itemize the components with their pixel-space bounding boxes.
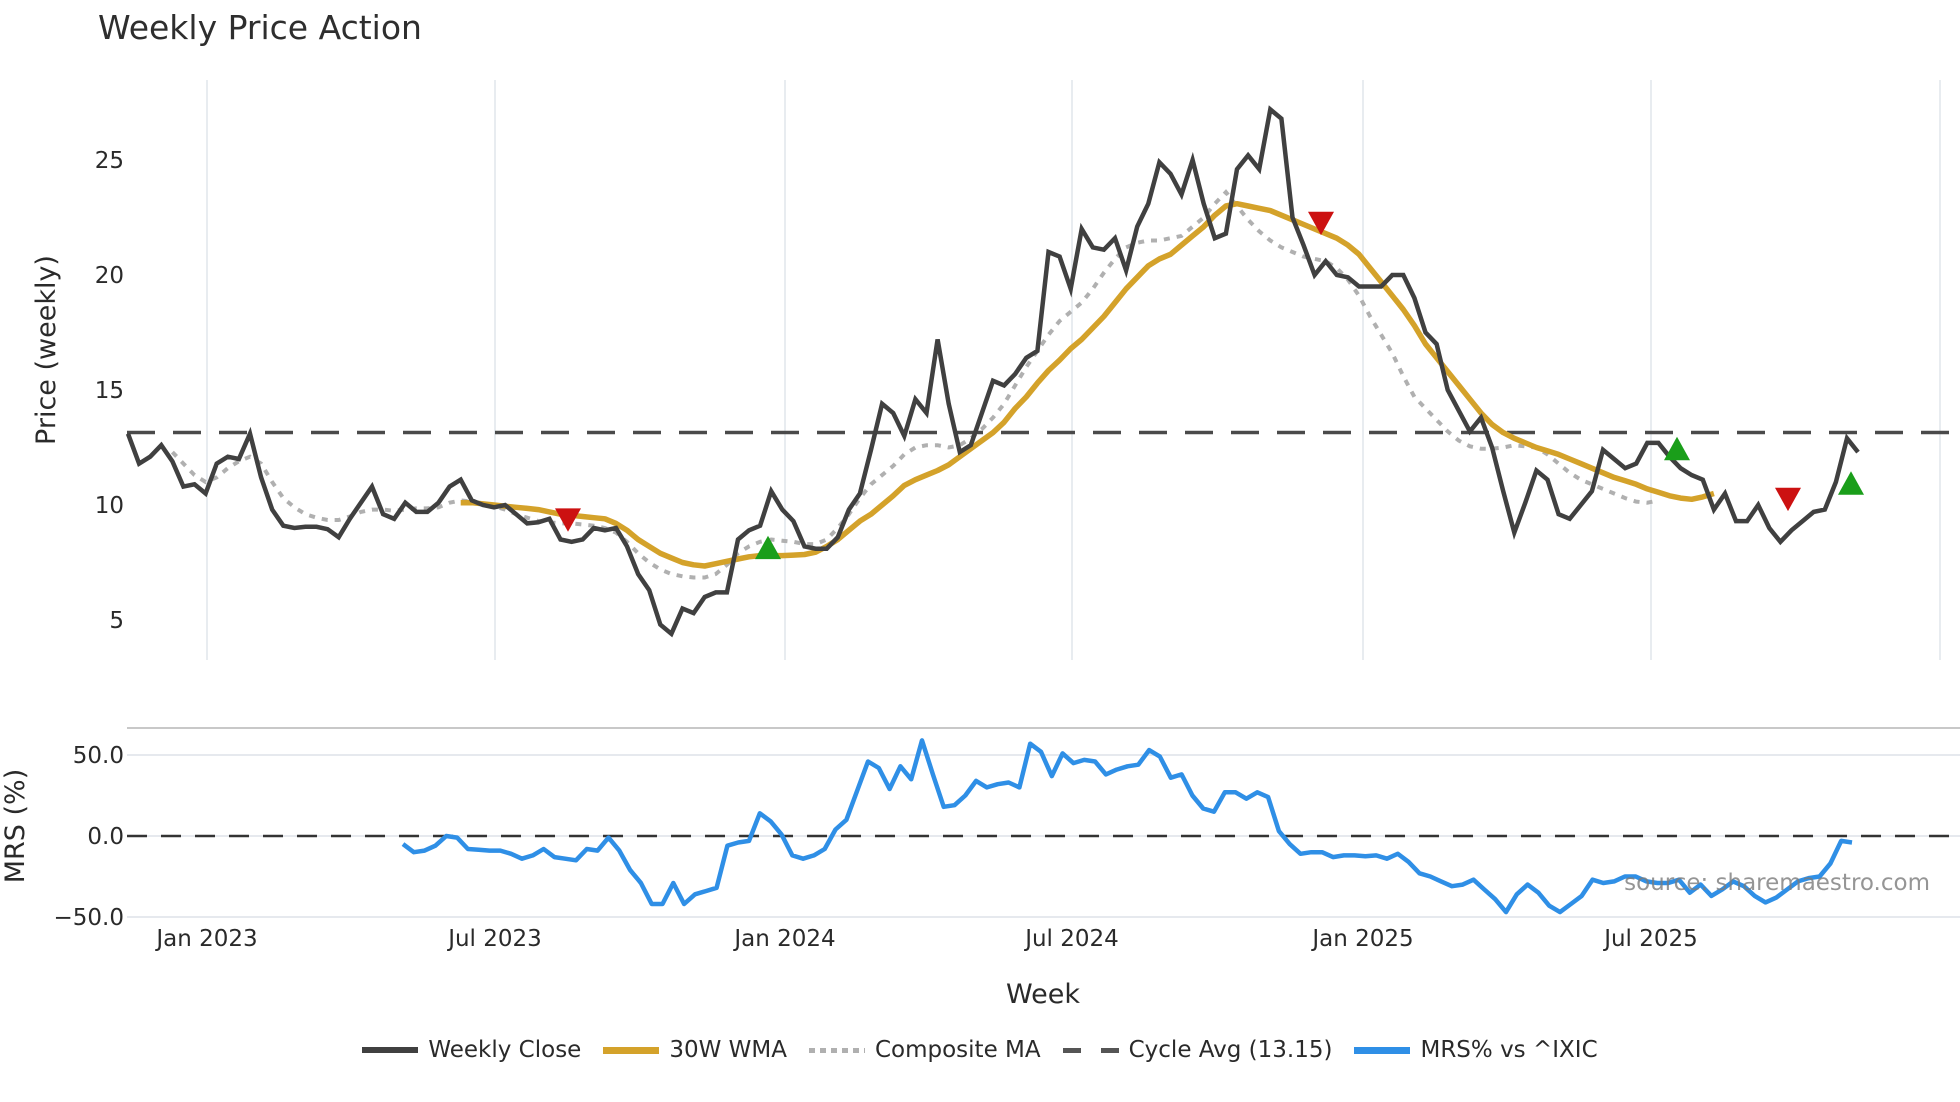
weekly-close-swatch-icon	[362, 1047, 419, 1053]
mrs-line	[401, 738, 1853, 915]
cycle-avg-swatch-icon	[1062, 1047, 1119, 1053]
legend-label: MRS% vs ^IXIC	[1420, 1037, 1598, 1063]
x-axis-title: Week	[1006, 979, 1080, 1010]
price-y-tick: 5	[109, 608, 124, 634]
sell-signal-triangle-down-icon	[1775, 487, 1801, 512]
buy-signal-triangle-up-icon	[1664, 436, 1690, 461]
price-grid	[206, 80, 1941, 660]
wma-swatch-icon	[603, 1046, 660, 1054]
weekly-close-line	[125, 105, 1860, 638]
mrs-y-axis: 50.0 0.0 −50.0	[54, 743, 124, 931]
x-tick: Jan 2023	[154, 926, 257, 952]
composite-ma-swatch-icon	[808, 1047, 865, 1053]
legend-item-weekly-close[interactable]: Weekly Close	[362, 1037, 581, 1063]
legend-label: Cycle Avg (13.15)	[1128, 1037, 1333, 1063]
signal-markers	[555, 211, 1864, 560]
price-y-tick: 10	[95, 493, 124, 519]
x-tick: Jul 2024	[1023, 926, 1119, 952]
price-y-tick: 25	[95, 148, 124, 174]
legend-item-mrs[interactable]: MRS% vs ^IXIC	[1354, 1037, 1598, 1063]
mrs-y-tick: 0.0	[87, 824, 124, 850]
chart-title: Weekly Price Action	[98, 8, 422, 47]
price-y-tick: 15	[95, 378, 124, 404]
source-watermark: source: sharemaestro.com	[1624, 870, 1930, 896]
legend-item-30w-wma[interactable]: 30W WMA	[603, 1037, 787, 1063]
price-y-tick: 20	[95, 263, 124, 289]
buy-signal-triangle-up-icon	[1838, 471, 1864, 495]
series-layer	[125, 105, 1960, 915]
sell-signal-triangle-down-icon	[1308, 211, 1334, 236]
mrs-y-tick: 50.0	[73, 743, 124, 769]
x-tick: Jul 2023	[446, 926, 542, 952]
legend-label: Weekly Close	[428, 1037, 582, 1063]
x-tick: Jan 2025	[1310, 926, 1413, 952]
x-axis: Jan 2023 Jul 2023 Jan 2024 Jul 2024 Jan 2025…	[154, 926, 1697, 952]
mrs-y-tick: −50.0	[54, 905, 124, 931]
x-tick: Jul 2025	[1602, 926, 1698, 952]
sell-signal-triangle-down-icon	[555, 508, 581, 532]
price-y-axis: 25 20 15 10 5	[95, 148, 124, 634]
x-tick: Jan 2024	[732, 926, 835, 952]
legend-item-composite-ma[interactable]: Composite MA	[808, 1037, 1041, 1063]
mrs-swatch-icon	[1354, 1046, 1411, 1054]
legend-label: Composite MA	[874, 1037, 1041, 1063]
buy-signal-triangle-up-icon	[755, 535, 781, 560]
price-y-axis-title: Price (weekly)	[31, 255, 62, 445]
legend-label: 30W WMA	[669, 1037, 787, 1063]
mrs-y-axis-title: MRS (%)	[0, 769, 31, 884]
wma-line	[460, 200, 1715, 569]
legend: Weekly Close 30W WMA Composite MA Cycle …	[0, 1037, 1960, 1063]
legend-item-cycle-avg[interactable]: Cycle Avg (13.15)	[1062, 1037, 1333, 1063]
